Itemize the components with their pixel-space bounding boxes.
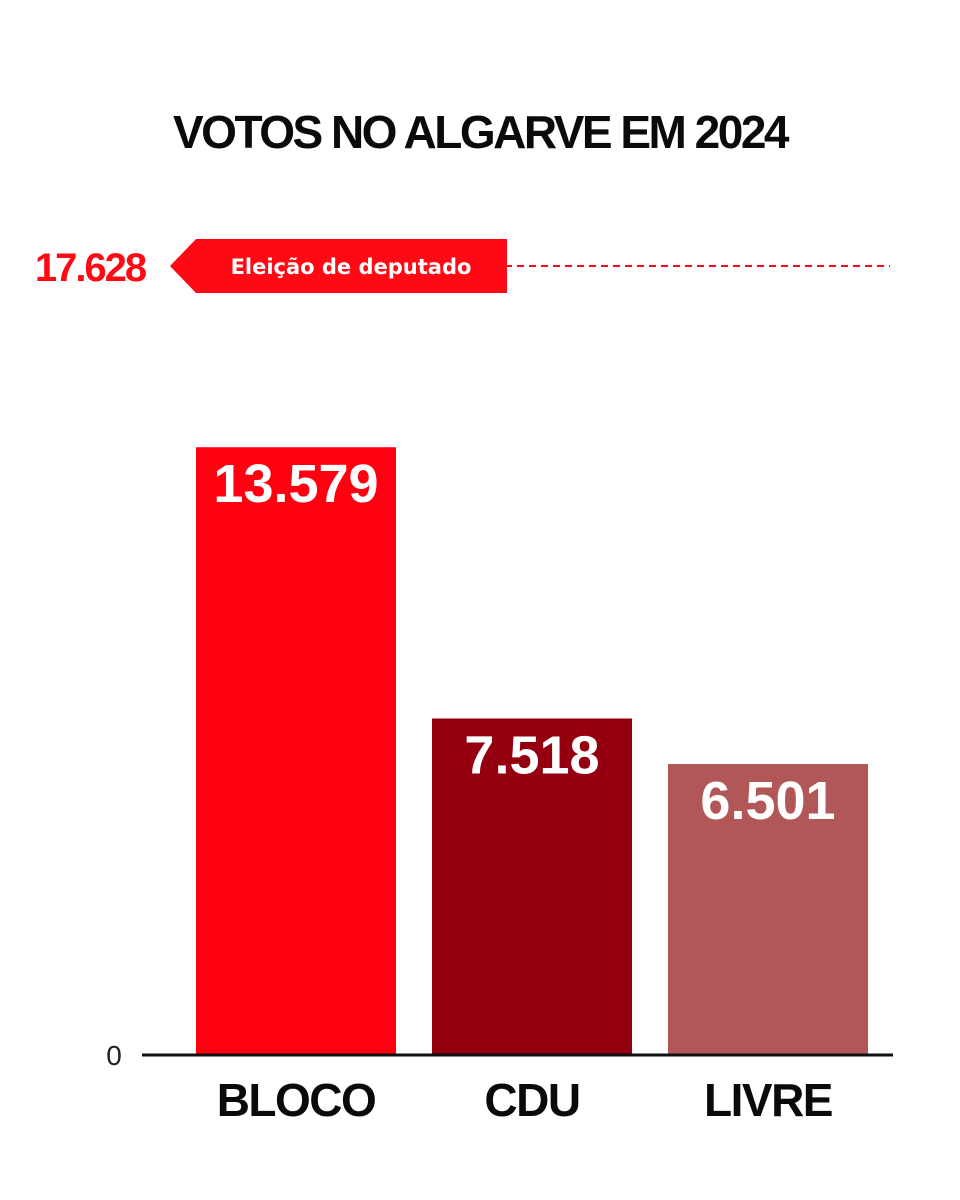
y-axis-zero-label: 0 <box>106 1040 122 1071</box>
bars-group: 13.579 BLOCO 7.518 CDU 6.501 LIVRE <box>196 447 868 1126</box>
category-label: CDU <box>484 1074 579 1126</box>
reference-value: 17.628 <box>35 246 147 290</box>
chart-title: VOTOS NO ALGARVE EM 2024 <box>173 106 790 158</box>
category-label: BLOCO <box>217 1074 376 1126</box>
bar-value-label: 13.579 <box>213 454 378 514</box>
bar-bloco <box>196 447 396 1055</box>
category-label: LIVRE <box>704 1074 832 1126</box>
bar-value-label: 7.518 <box>464 726 599 786</box>
bar-value-label: 6.501 <box>700 771 835 831</box>
bar-cdu <box>432 718 632 1055</box>
bar-livre <box>668 764 868 1055</box>
reference-marker: Eleição de deputado 17.628 <box>35 239 890 293</box>
reference-label: Eleição de deputado <box>231 255 472 279</box>
reference-label-tag <box>170 239 507 293</box>
